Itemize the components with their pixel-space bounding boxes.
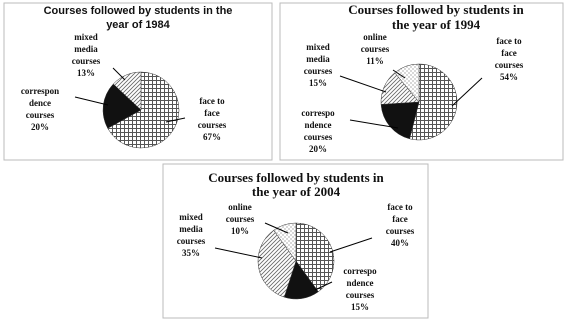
leader-line	[112, 67, 126, 81]
chart-title: Courses followed by students in the year …	[348, 2, 524, 32]
pie-slice	[112, 71, 142, 111]
slice-label: face to face courses	[198, 96, 227, 130]
pie-slice	[394, 63, 420, 103]
value-label: 35%	[182, 248, 200, 258]
slice-label: online courses	[226, 202, 255, 224]
slice-label: mixed media courses	[72, 32, 101, 66]
pie-slice	[257, 229, 297, 298]
value-label: 15%	[309, 78, 327, 88]
slice-label: face to face courses	[495, 36, 524, 70]
chart-title: Courses followed by students in the year …	[44, 5, 233, 31]
slice-label: online courses	[361, 32, 390, 54]
value-label: 40%	[391, 238, 409, 248]
pie-slice	[107, 71, 180, 149]
leader-line	[339, 75, 387, 93]
pie-slice	[102, 83, 142, 129]
value-label: 67%	[203, 132, 221, 142]
leader-line	[451, 77, 483, 107]
value-label: 13%	[77, 68, 95, 78]
leader-line	[214, 247, 263, 259]
pie-slice	[273, 222, 297, 262]
slice-label: mixed media courses	[304, 42, 333, 76]
leader-line	[314, 281, 333, 291]
value-label: 20%	[31, 122, 49, 132]
chart-title: Courses followed by students in the year …	[208, 170, 384, 199]
value-label: 15%	[351, 302, 369, 312]
value-label: 20%	[309, 144, 327, 154]
value-label: 54%	[500, 72, 518, 82]
leader-line	[74, 96, 109, 106]
leader-line	[264, 222, 289, 234]
pie-slice	[409, 63, 458, 141]
leader-line	[329, 237, 373, 253]
value-label: 11%	[366, 56, 384, 66]
leader-line	[165, 117, 186, 123]
leader-line	[392, 69, 406, 79]
value-label: 10%	[231, 226, 249, 236]
leader-line	[349, 119, 399, 129]
slice-label: mixed media courses	[177, 212, 206, 246]
slice-label: face to face courses	[386, 202, 415, 236]
